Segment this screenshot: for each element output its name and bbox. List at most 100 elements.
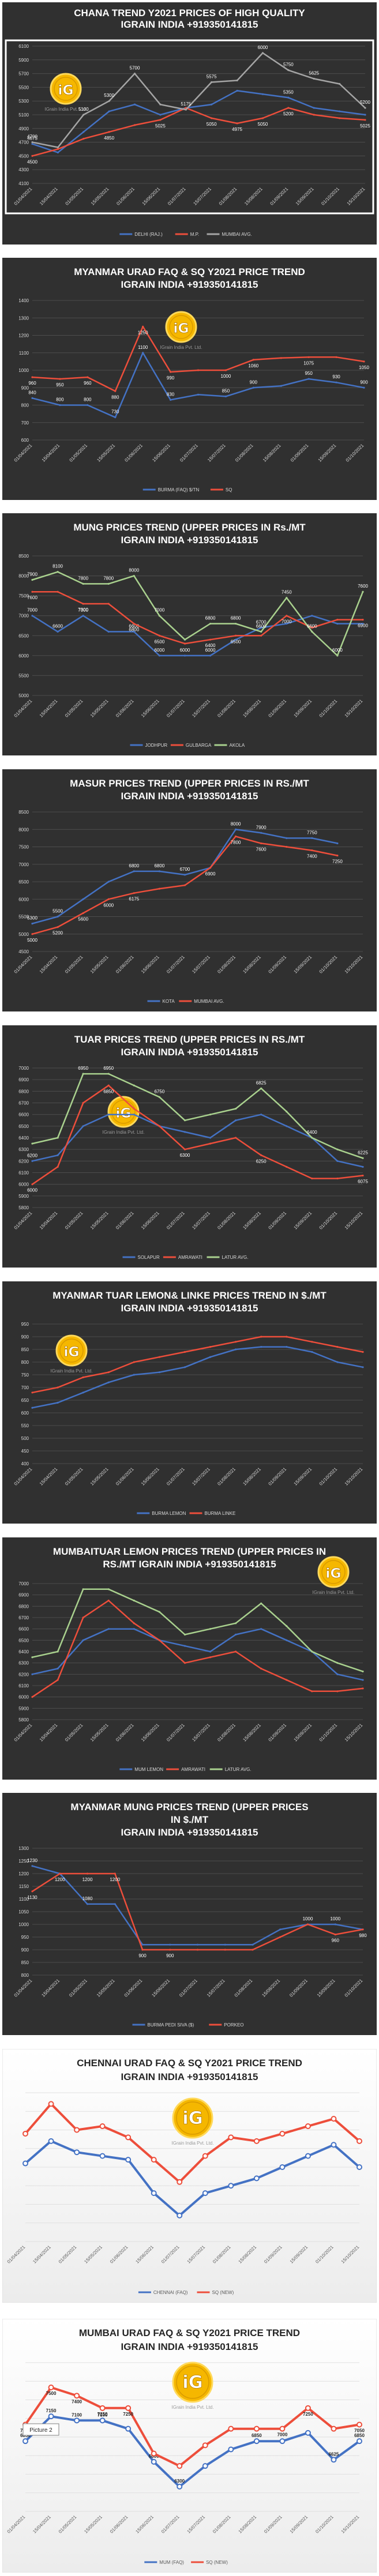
data-point xyxy=(305,2153,311,2159)
data-point xyxy=(158,615,160,617)
data-point xyxy=(362,1165,364,1168)
data-point xyxy=(331,2142,337,2148)
data-point xyxy=(261,93,264,95)
data-point xyxy=(59,378,61,380)
data-label: 5500 xyxy=(52,909,63,914)
data-label: 6225 xyxy=(358,1150,368,1155)
chart-panel-tuar: TUAR PRICES TREND (UPPER PRICES IN RS./M… xyxy=(2,1025,377,1268)
data-point xyxy=(57,1667,59,1670)
data-point xyxy=(133,622,135,625)
data-point xyxy=(108,100,110,102)
data-point xyxy=(339,110,341,112)
data-label: 6000 xyxy=(103,902,114,908)
data-point xyxy=(158,1611,160,1613)
data-point xyxy=(107,1084,110,1086)
data-point xyxy=(331,2116,337,2122)
y-tick-label: 7500 xyxy=(18,593,29,599)
data-point xyxy=(311,849,313,852)
data-label: 6800 xyxy=(231,616,241,621)
logo-caption: IGrain India Pvt. Ltd. xyxy=(172,2405,214,2410)
data-point xyxy=(82,131,85,133)
data-label: 6300 xyxy=(174,2479,185,2484)
series-line xyxy=(24,2386,361,2468)
y-tick-label: 5900 xyxy=(18,1194,29,1199)
data-point xyxy=(235,1650,237,1653)
y-tick-label: 4100 xyxy=(18,181,29,186)
data-point xyxy=(107,630,110,633)
y-tick-label: 5500 xyxy=(18,673,29,678)
data-point xyxy=(133,630,135,633)
data-point xyxy=(209,638,212,641)
data-label: 5050 xyxy=(207,122,217,127)
y-tick-label: 6600 xyxy=(18,1627,29,1632)
y-tick-label: 8500 xyxy=(18,554,29,559)
y-tick-label: 1050 xyxy=(18,1909,29,1915)
data-point xyxy=(211,103,213,106)
data-point xyxy=(311,626,313,629)
data-label: 5300 xyxy=(27,916,37,921)
data-point xyxy=(74,2417,80,2424)
y-tick-label: 1200 xyxy=(18,1871,29,1876)
data-point xyxy=(279,2130,286,2137)
series-line xyxy=(31,1600,364,1698)
y-tick-label: 8500 xyxy=(18,810,29,815)
data-point xyxy=(228,2183,234,2189)
y-tick-label: 6400 xyxy=(18,1649,29,1654)
data-point xyxy=(252,1943,254,1946)
data-label: 1050 xyxy=(359,365,369,370)
legend-entry: CHENNAI (FAQ) xyxy=(153,2290,188,2295)
data-point xyxy=(151,2459,157,2465)
data-label: 6400 xyxy=(307,1130,317,1135)
chart-svg: MYANMAR URAD FAQ & SQ Y2021 PRICE TREND I… xyxy=(2,258,377,500)
y-tick-label: 850 xyxy=(21,1960,29,1965)
data-point xyxy=(305,2405,311,2411)
data-point xyxy=(260,630,262,633)
chart-subtitle: IGRAIN INDIA +919350141815 xyxy=(121,2341,258,2352)
data-label: 7000 xyxy=(277,2432,287,2438)
data-point xyxy=(31,1673,33,1675)
legend-entry: BURMA LINKE xyxy=(205,1511,236,1516)
chart-svg: TUAR PRICES TREND (UPPER PRICES IN RS./M… xyxy=(2,1025,377,1268)
data-point xyxy=(286,1165,288,1168)
data-label: 6800 xyxy=(129,863,139,868)
legend: BURMA (FAQ) $/TN SQ xyxy=(142,487,232,492)
logo-icon: iG IGrain India Pvt. Ltd. xyxy=(172,2361,214,2410)
data-point xyxy=(82,138,85,140)
data-label: 6900 xyxy=(358,623,368,629)
data-point xyxy=(114,1872,116,1875)
series-line xyxy=(24,2139,361,2217)
y-tick-label: 600 xyxy=(21,1411,29,1416)
data-point xyxy=(362,1366,364,1368)
data-point xyxy=(253,2175,260,2182)
data-point xyxy=(31,1160,33,1162)
data-point xyxy=(235,622,237,625)
y-tick-label: 900 xyxy=(21,385,29,390)
data-point xyxy=(364,114,366,116)
data-label: 7900 xyxy=(27,571,37,577)
data-point xyxy=(57,926,59,928)
data-point xyxy=(311,1650,313,1653)
legend-entry: KOTA xyxy=(163,999,175,1004)
data-label: 900 xyxy=(360,379,368,385)
data-label: 980 xyxy=(359,1933,367,1938)
data-point xyxy=(141,1943,144,1946)
chart-subtitle-2: IGRAIN INDIA +919350141815 xyxy=(121,1827,258,1838)
chart-subtitle: IGRAIN INDIA +919350141815 xyxy=(121,2071,258,2082)
data-label: 8000 xyxy=(129,568,139,573)
data-point xyxy=(108,131,110,133)
data-point xyxy=(228,2134,234,2141)
data-point xyxy=(125,2405,132,2411)
data-point xyxy=(158,634,160,637)
y-tick-label: 6500 xyxy=(18,879,29,885)
data-label: 7450 xyxy=(282,590,292,595)
data-point xyxy=(311,630,313,633)
data-point xyxy=(235,1622,237,1624)
data-label: 7250 xyxy=(123,2412,133,2417)
y-tick-label: 7500 xyxy=(18,845,29,850)
data-point xyxy=(125,2425,132,2432)
data-point xyxy=(107,1599,110,1602)
data-point xyxy=(311,1137,313,1139)
chart-panel-myanmar-mung: MYANMAR MUNG PRICES TREND (UPPER PRICES I… xyxy=(2,1793,377,2035)
data-label: 6250 xyxy=(256,1159,267,1164)
chart-panel-masur: MASUR PRICES TREND (UPPER PRICES IN RS./… xyxy=(2,769,377,1011)
